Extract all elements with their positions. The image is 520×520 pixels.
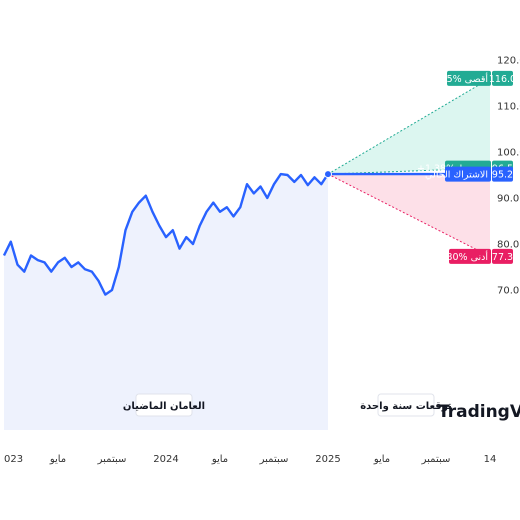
y-tick-label: 80.0 — [497, 240, 519, 251]
low-tag: −18.80% أدنى 77.3 — [423, 248, 513, 264]
x-tick-label: 14 — [484, 454, 497, 465]
chart-areas — [4, 78, 490, 430]
forecast-period-label: توقعات سنة واحدة — [360, 401, 452, 412]
y-tick-label: 120.0 — [497, 56, 520, 67]
history-series-line — [2, 172, 329, 296]
x-tick-label: سبتمبر — [421, 454, 451, 465]
current-point — [324, 170, 332, 179]
x-tick-label: 2024 — [153, 454, 178, 465]
current-tag-background — [445, 166, 491, 182]
past-period-box-background — [135, 393, 193, 417]
tradingview-logo: TradingView — [438, 402, 520, 422]
x-tick-label: سبتمبر — [97, 454, 127, 465]
x-tick-label: 2025 — [315, 454, 340, 465]
forecast-period-box: توقعات سنة واحدة — [360, 393, 452, 417]
forecast-period-box-background — [377, 393, 435, 417]
current-tag-label: الاشتراك الحالي — [425, 170, 488, 181]
high-forecast-line — [327, 77, 491, 175]
high-tag-label: +21.85% أقصى — [417, 72, 488, 85]
y-axis: 120.0 110.0 100.0 90.0 80.0 70.0 — [497, 56, 520, 297]
x-tick-label: مايو — [49, 454, 66, 465]
average-forecast-line — [327, 167, 491, 175]
y-tick-label: 70.0 — [497, 286, 519, 297]
x-tick-label: مايو — [211, 454, 228, 465]
high-value-background — [492, 70, 513, 86]
low-value-background — [492, 248, 513, 264]
current-value-background — [492, 166, 513, 182]
current-tag: الاشتراك الحالي 95.2 — [425, 166, 513, 182]
x-tick-label: مايو — [373, 454, 390, 465]
high-tag: +21.85% أقصى 116.0 — [417, 70, 516, 86]
x-tick-label: سبتمبر — [259, 454, 289, 465]
low-tag-background — [449, 248, 491, 264]
x-tick-label: 023 — [4, 454, 23, 465]
x-axis: 023 مايو سبتمبر 2024 مايو سبتمبر 2025 مايو سبتمب… — [4, 454, 496, 465]
past-period-box: العامان الماضيان — [123, 393, 205, 417]
low-tag-label: −18.80% أدنى — [423, 250, 488, 263]
low-value-label: 77.3 — [492, 252, 513, 263]
history-area — [4, 174, 328, 430]
high-value-label: 116.0 — [489, 74, 516, 85]
current-value-label: 95.2 — [492, 170, 513, 181]
y-tick-label: 110.0 — [497, 102, 520, 113]
y-tick-label: 90.0 — [497, 194, 519, 205]
high-tag-background — [447, 70, 491, 86]
y-tick-label: 100.0 — [497, 148, 520, 159]
past-period-label: العامان الماضيان — [123, 401, 205, 412]
